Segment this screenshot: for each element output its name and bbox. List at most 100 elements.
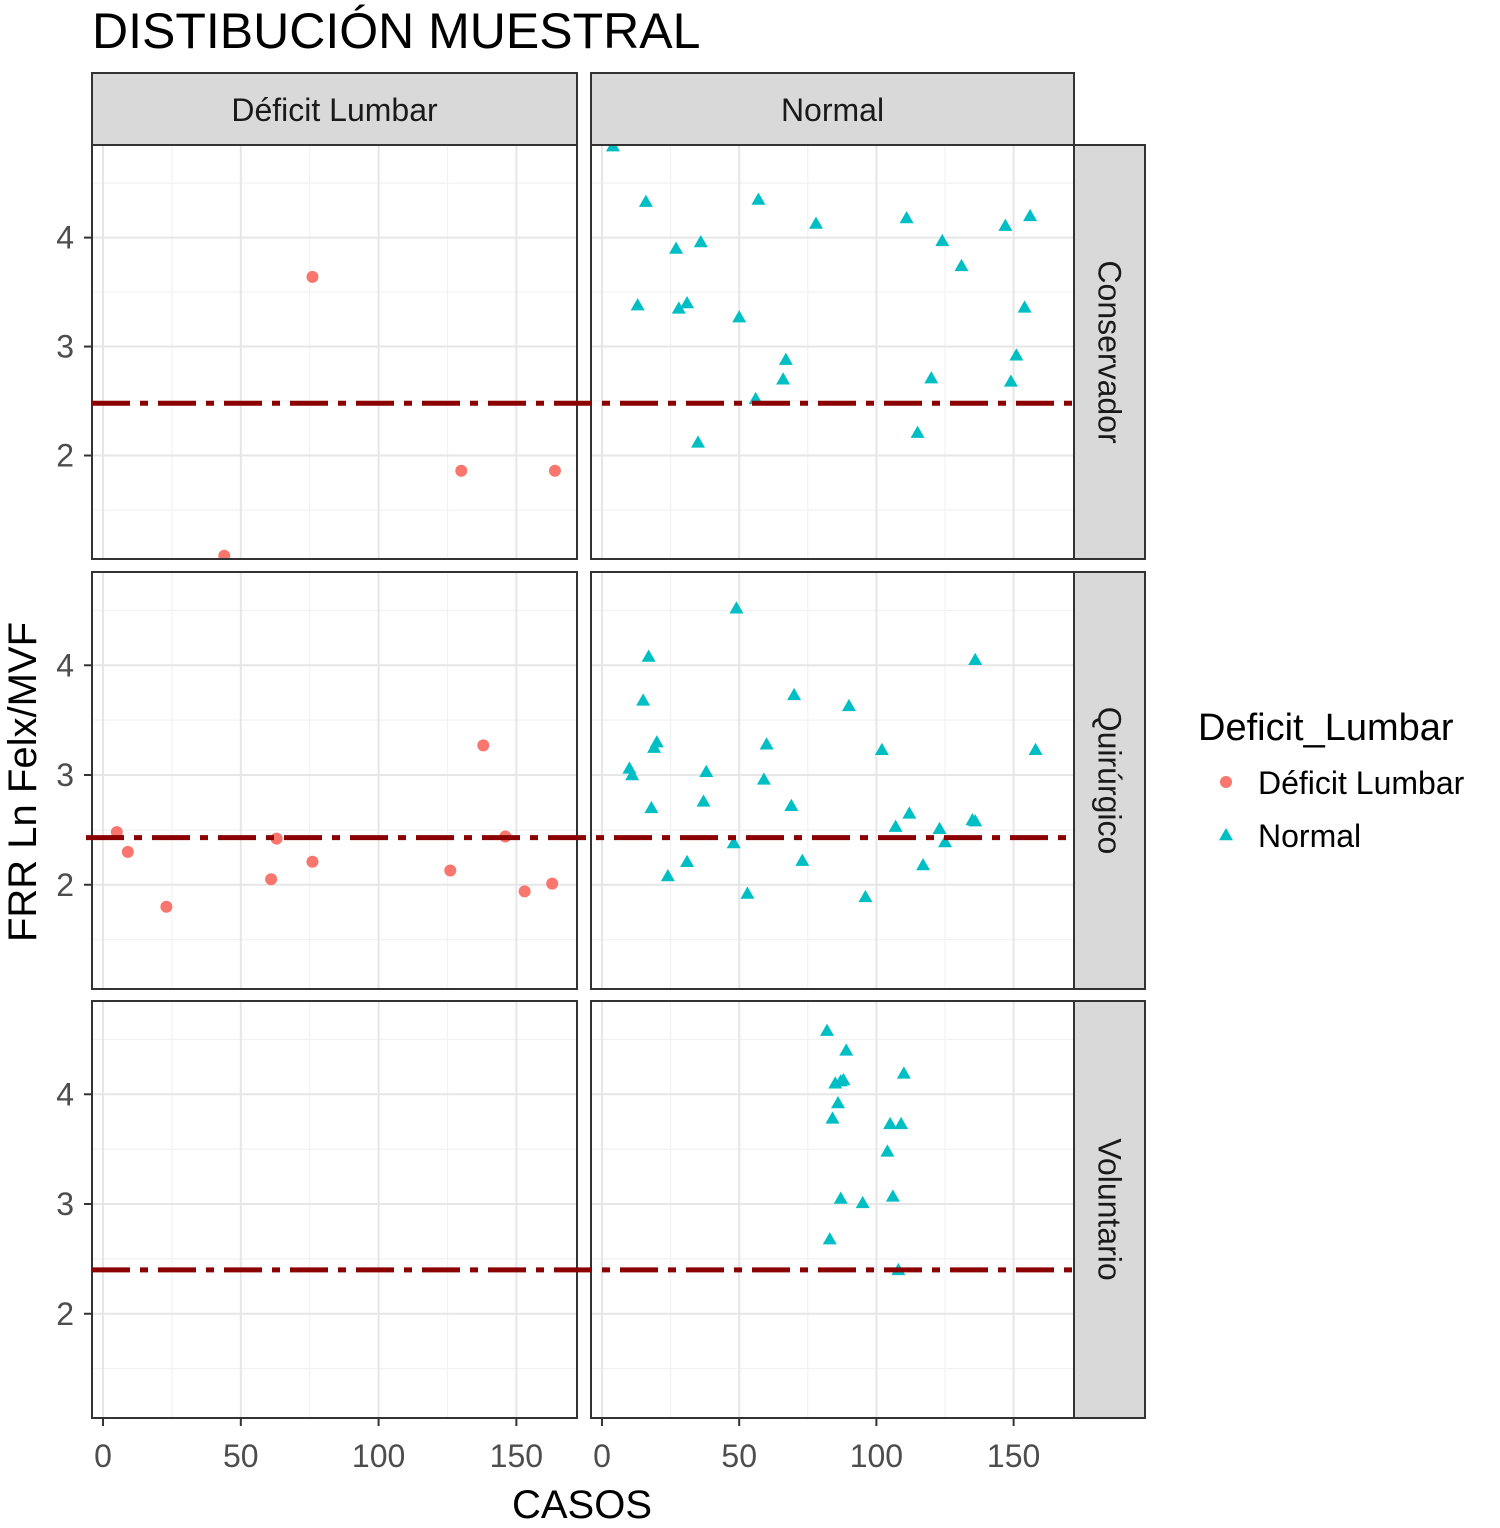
data-point xyxy=(968,814,983,827)
data-point xyxy=(839,1043,854,1056)
facet-strip-column: Déficit Lumbar xyxy=(91,72,578,146)
y-tick-label: 4 xyxy=(56,220,74,256)
data-point xyxy=(477,739,490,752)
data-point xyxy=(880,1144,895,1157)
y-tick-label: 4 xyxy=(56,647,74,683)
data-point xyxy=(855,1195,870,1209)
data-point xyxy=(841,698,856,712)
data-point xyxy=(121,845,134,858)
data-point xyxy=(896,1066,911,1079)
data-point xyxy=(776,372,791,385)
data-point xyxy=(1009,348,1024,361)
y-tick-label: 2 xyxy=(56,867,74,903)
data-point xyxy=(669,241,684,254)
y-tick-label: 4 xyxy=(56,1076,74,1112)
data-point xyxy=(795,853,810,866)
data-point xyxy=(874,742,889,756)
data-point xyxy=(649,735,664,748)
data-point xyxy=(924,371,939,384)
panel-border xyxy=(91,571,578,990)
data-point xyxy=(455,464,468,477)
data-point xyxy=(916,857,931,871)
data-point xyxy=(306,270,319,283)
chart-title: DISTIBUCIÓN MUESTRAL xyxy=(92,3,700,59)
data-point xyxy=(696,794,711,807)
data-point xyxy=(630,298,645,311)
data-point xyxy=(740,886,755,899)
x-tick-label: 100 xyxy=(850,1438,903,1474)
data-point xyxy=(784,798,799,811)
panel-border xyxy=(91,1000,578,1419)
y-tick-label: 2 xyxy=(56,1296,74,1332)
data-point xyxy=(858,889,873,903)
data-point xyxy=(902,806,917,819)
facet-strip-row: Conservador xyxy=(1073,144,1146,560)
x-axis-label: CASOS xyxy=(512,1483,652,1523)
data-point xyxy=(759,737,774,750)
legend-key xyxy=(1220,776,1232,788)
data-point xyxy=(160,900,173,913)
data-point xyxy=(680,295,695,309)
facet-strip-row: Voluntario xyxy=(1073,1000,1146,1419)
legend-entry: Normal xyxy=(1219,818,1361,854)
data-point xyxy=(636,693,651,706)
data-point xyxy=(833,1191,848,1204)
data-point xyxy=(726,836,741,849)
facet-column-label: Normal xyxy=(781,92,884,128)
data-point xyxy=(444,864,457,877)
data-point xyxy=(1028,742,1043,756)
x-tick-label: 50 xyxy=(721,1438,757,1474)
panel-background xyxy=(92,1001,577,1418)
data-point xyxy=(836,1073,851,1086)
panel-background xyxy=(591,572,1074,989)
y-tick-label: 2 xyxy=(56,438,74,474)
data-point xyxy=(625,768,640,781)
data-point xyxy=(830,1096,845,1109)
data-point xyxy=(968,652,983,666)
x-tick-label: 150 xyxy=(490,1438,543,1474)
facet-column-label: Déficit Lumbar xyxy=(231,92,438,128)
facet-row-label: Voluntario xyxy=(1092,1138,1128,1280)
data-point xyxy=(954,258,969,272)
y-axis-label: FRR Ln Felx/MVF xyxy=(1,622,45,942)
data-point xyxy=(910,425,925,438)
data-point xyxy=(265,873,278,886)
legend-label: Normal xyxy=(1258,818,1361,854)
data-point xyxy=(885,1189,900,1202)
data-point xyxy=(756,772,771,785)
data-point xyxy=(1017,300,1032,313)
data-point xyxy=(218,549,231,559)
data-point xyxy=(894,1116,909,1130)
x-tick-label: 50 xyxy=(223,1438,259,1474)
x-tick-label: 0 xyxy=(593,1438,611,1474)
data-point xyxy=(548,464,561,477)
data-point xyxy=(732,310,747,323)
facet-strip-row: Quirúrgico xyxy=(1073,571,1146,990)
data-point xyxy=(888,819,903,832)
data-point xyxy=(935,233,950,247)
data-point xyxy=(306,855,319,868)
legend: Deficit_Lumbar Déficit Lumbar Normal xyxy=(1198,707,1465,854)
data-point xyxy=(1023,208,1038,222)
facet-row-label: Conservador xyxy=(1092,260,1128,444)
facet-panel xyxy=(91,1000,578,1419)
data-point xyxy=(825,1111,840,1124)
data-point xyxy=(671,301,686,314)
x-tick-label: 150 xyxy=(987,1438,1040,1474)
data-point xyxy=(699,764,714,777)
data-point xyxy=(883,1116,898,1130)
x-tick-label: 100 xyxy=(352,1438,405,1474)
data-point xyxy=(641,649,656,662)
facet-strip-column: Normal xyxy=(590,72,1075,146)
data-point xyxy=(660,868,675,882)
facet-panel xyxy=(590,1000,1075,1419)
panel-background xyxy=(92,145,577,559)
legend-entry: Déficit Lumbar xyxy=(1220,765,1465,801)
data-point xyxy=(729,601,744,614)
data-point xyxy=(518,885,531,898)
data-point xyxy=(932,821,947,835)
data-point xyxy=(693,234,708,248)
facet-panel xyxy=(91,144,578,560)
data-point xyxy=(691,435,706,448)
data-point xyxy=(938,834,953,848)
